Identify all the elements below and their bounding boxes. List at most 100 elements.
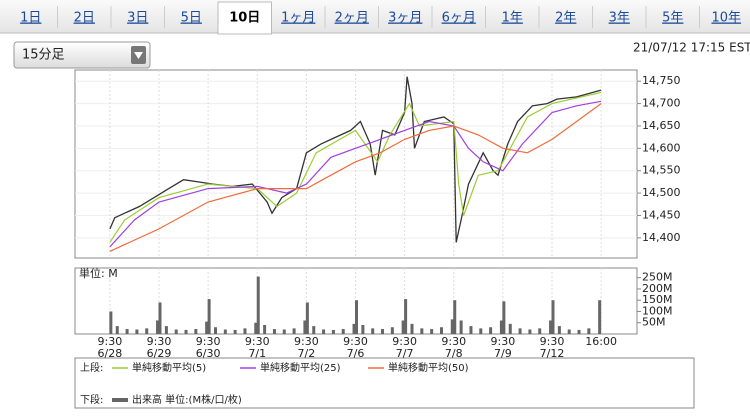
- tab[interactable]: 1ヶ月: [281, 11, 315, 26]
- volume-bar: [158, 302, 162, 334]
- tab[interactable]: 10年: [711, 11, 741, 26]
- volume-bar: [528, 329, 532, 334]
- tab[interactable]: 3日: [127, 11, 148, 26]
- x-tick-date: 6/28: [98, 347, 123, 360]
- volume-bar: [331, 329, 335, 334]
- volume-bar: [430, 329, 434, 334]
- volume-bar: [404, 299, 408, 334]
- x-tick-label: 9:30: [98, 335, 123, 348]
- x-tick-label: 9:30: [540, 335, 565, 348]
- legend-label: 単純移動平均(5): [132, 361, 206, 374]
- x-tick-label: 9:30: [245, 335, 270, 348]
- y-tick-label: 50M: [642, 316, 666, 329]
- legend-label: 単純移動平均(25): [260, 361, 341, 374]
- volume-bar: [341, 329, 345, 334]
- volume-bar: [518, 328, 522, 334]
- x-tick-date: 7/8: [445, 347, 463, 360]
- volume-bar: [254, 322, 258, 334]
- y-tick-label: 250M: [642, 271, 673, 284]
- tab[interactable]: 6ヶ月: [442, 11, 476, 26]
- x-tick-label: 9:30: [147, 335, 172, 348]
- volume-bar: [223, 329, 227, 334]
- y-tick-label: 200M: [642, 282, 673, 295]
- volume-bar: [538, 328, 542, 334]
- tab[interactable]: 5年: [662, 11, 683, 26]
- volume-bar: [263, 324, 267, 334]
- x-tick-date: 7/2: [298, 347, 316, 360]
- volume-bar: [322, 329, 326, 334]
- tab[interactable]: 2ヶ月: [335, 11, 369, 26]
- x-tick-label: 9:30: [441, 335, 466, 348]
- volume-bar: [109, 311, 113, 334]
- volume-bar: [156, 320, 160, 334]
- y-tick-label: 150M: [642, 293, 673, 306]
- x-tick-label: 9:30: [196, 335, 221, 348]
- volume-bar: [450, 319, 454, 334]
- volume-bar: [479, 328, 483, 334]
- tab[interactable]: 10日: [229, 11, 260, 26]
- y-tick-label: 100M: [642, 304, 673, 317]
- x-tick-date: 7/7: [396, 347, 414, 360]
- volume-bar: [502, 301, 506, 334]
- y-tick-label: 14,700: [642, 97, 681, 110]
- volume-bar: [439, 327, 443, 334]
- volume-bar: [174, 329, 178, 334]
- volume-bar: [459, 320, 463, 334]
- tab[interactable]: 3ヶ月: [388, 11, 422, 26]
- tab[interactable]: 1年: [502, 11, 523, 26]
- volume-bar: [410, 323, 414, 334]
- tab[interactable]: 1日: [20, 11, 41, 26]
- volume-bar: [354, 300, 358, 334]
- tab[interactable]: 2年: [555, 11, 576, 26]
- volume-bar: [499, 320, 503, 334]
- volume-bar: [272, 329, 276, 334]
- volume-bar: [194, 329, 198, 334]
- y-tick-label: 14,400: [642, 231, 681, 244]
- volume-bar: [214, 327, 217, 334]
- volume-bar: [453, 300, 457, 334]
- volume-bar: [469, 326, 473, 334]
- dropdown-label[interactable]: 15分足: [22, 48, 65, 63]
- timestamp: 21/07/12 17:15 EST: [633, 41, 750, 55]
- x-tick-date: 7/1: [248, 347, 266, 360]
- volume-bar: [549, 320, 553, 334]
- volume-bar: [292, 328, 296, 334]
- volume-bar: [598, 300, 602, 334]
- volume-bar: [489, 327, 493, 334]
- tab[interactable]: 5日: [181, 11, 202, 26]
- volume-bar: [164, 326, 168, 334]
- volume-bar: [381, 329, 385, 334]
- y-tick-label: 14,450: [642, 208, 681, 221]
- volume-bar: [115, 326, 119, 334]
- volume-bar: [207, 299, 211, 334]
- x-tick-date: 7/9: [494, 347, 512, 360]
- x-tick-label: 9:30: [392, 335, 417, 348]
- volume-bar: [390, 327, 394, 334]
- volume-bar: [305, 302, 309, 334]
- volume-bar: [557, 326, 561, 334]
- volume-bar: [282, 329, 286, 334]
- volume-bar: [205, 321, 209, 334]
- volume-bar: [233, 329, 237, 334]
- moving-average-line: [109, 100, 602, 248]
- tab-selected[interactable]: [217, 1, 272, 35]
- x-tick-date: 6/30: [196, 347, 221, 360]
- y-tick-label: 14,550: [642, 164, 681, 177]
- x-tick-date: 7/6: [347, 347, 365, 360]
- legend-prefix: 上段:: [80, 361, 103, 374]
- x-tick-label: 9:30: [294, 335, 319, 348]
- volume-bar: [312, 326, 316, 334]
- tab[interactable]: 2日: [74, 11, 95, 26]
- volume-bar: [420, 328, 424, 334]
- volume-bar: [508, 323, 512, 334]
- volume-bar: [551, 300, 555, 334]
- x-tick-label: 9:30: [343, 335, 368, 348]
- moving-average-line: [109, 103, 602, 252]
- tab-bar: [0, 0, 750, 33]
- volume-bar: [401, 320, 405, 334]
- interval-dropdown[interactable]: [13, 41, 151, 69]
- legend-box: [74, 357, 695, 409]
- tab[interactable]: 3年: [609, 11, 630, 26]
- volume-bar: [303, 320, 307, 334]
